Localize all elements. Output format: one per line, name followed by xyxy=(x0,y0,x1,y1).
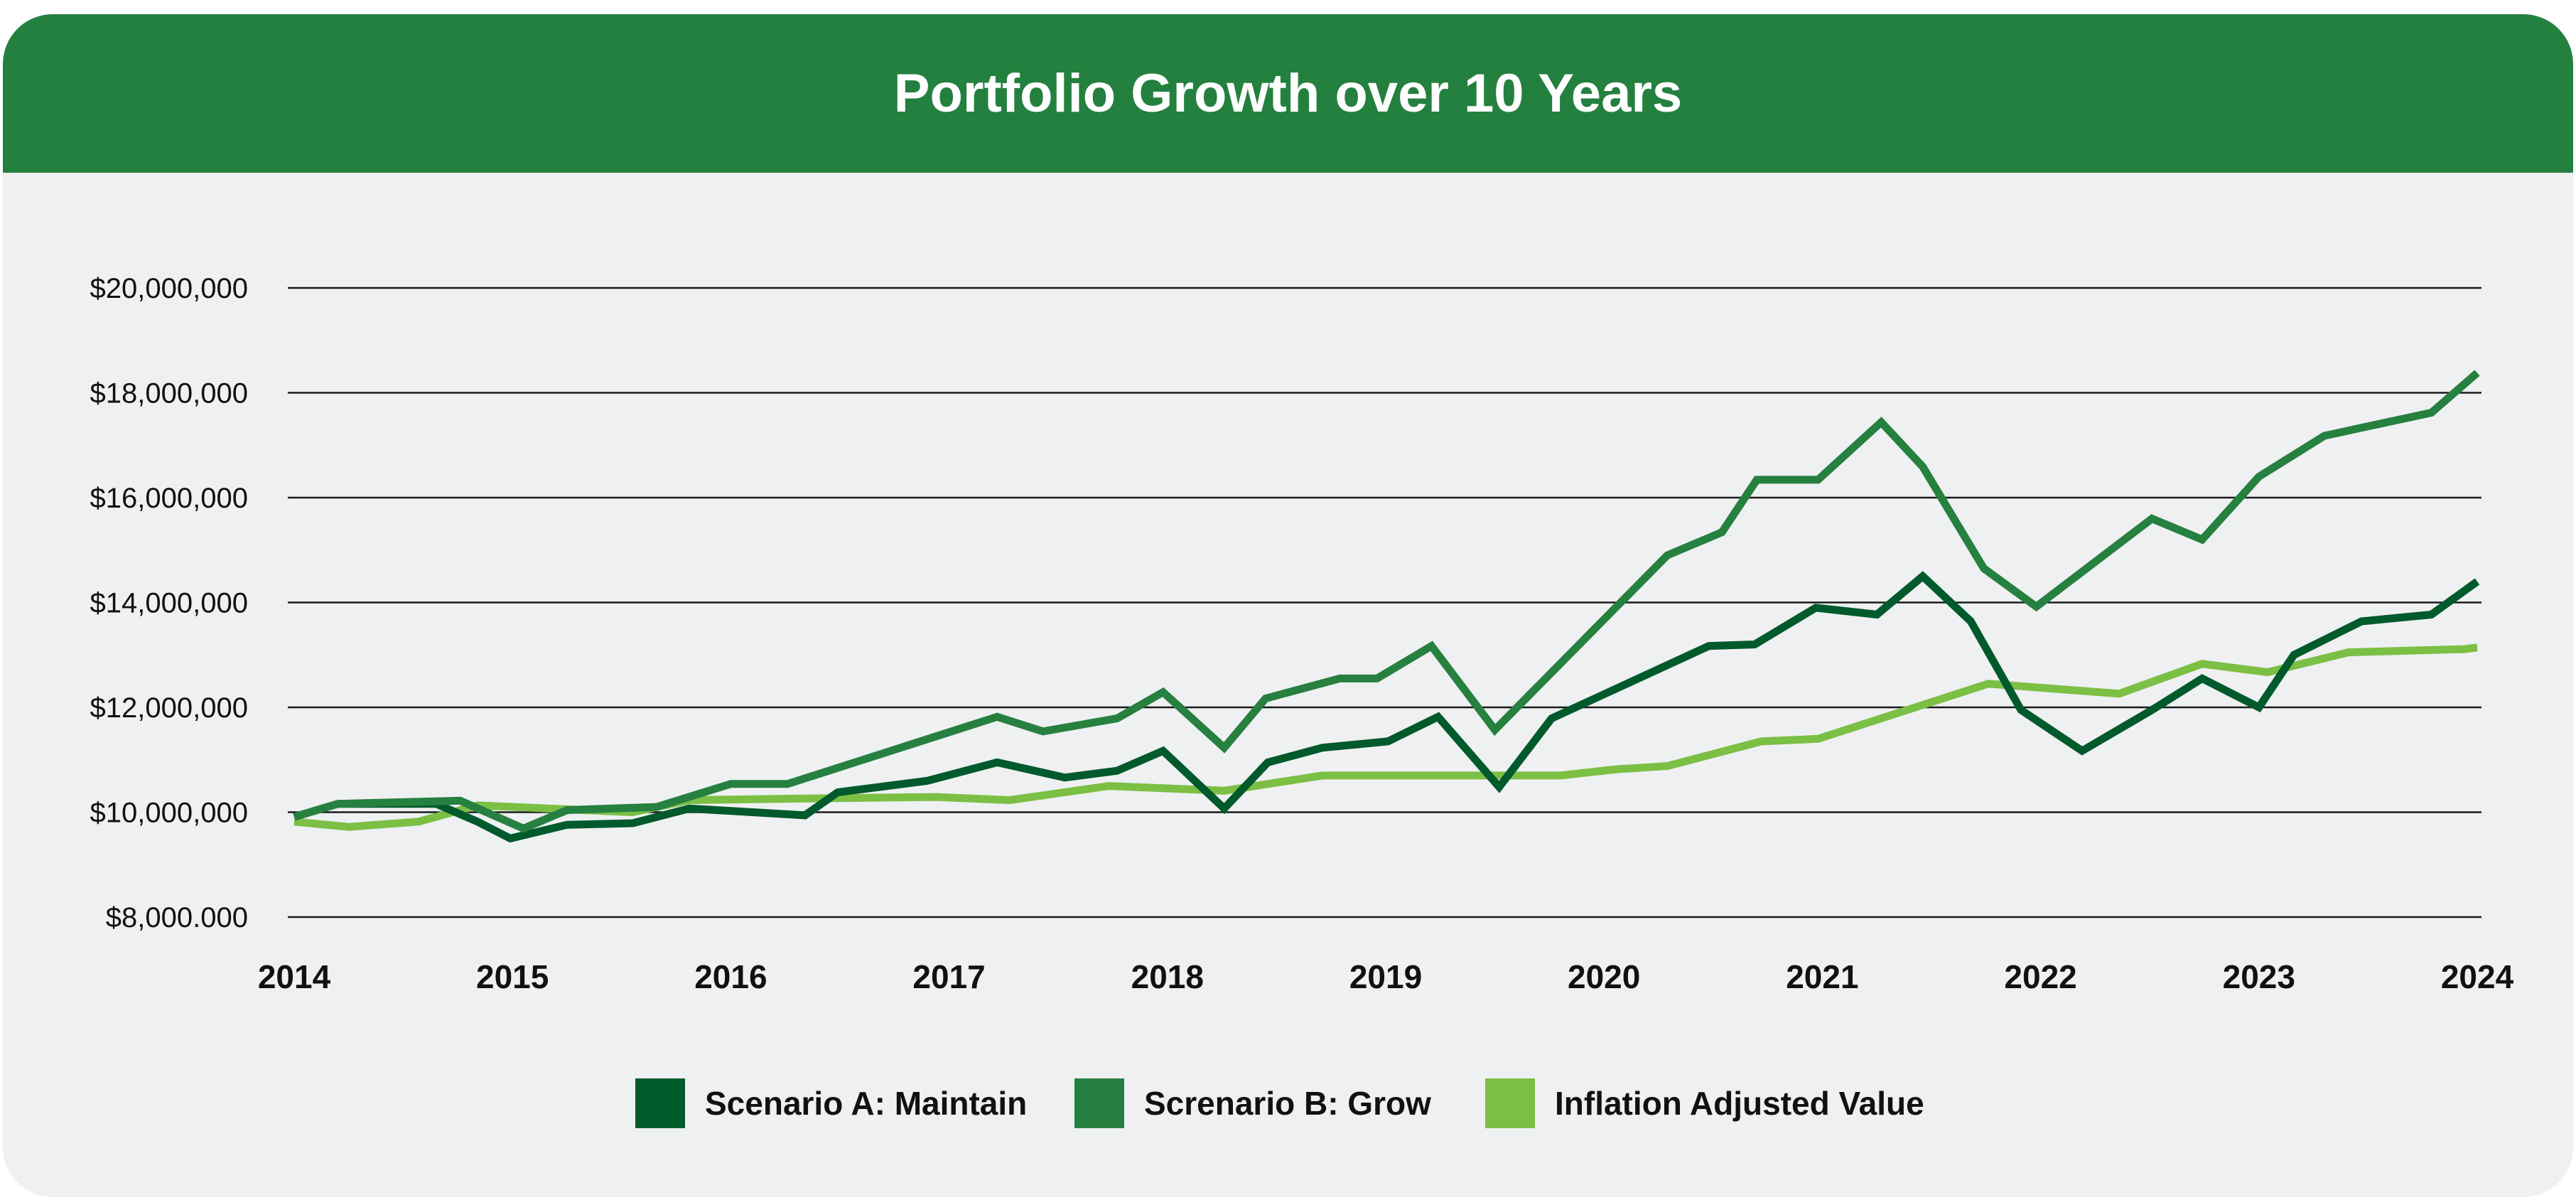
series-line-0 xyxy=(293,571,2480,843)
legend-label: Scenario A: Maintain xyxy=(705,1085,1028,1122)
legend-swatch xyxy=(1074,1078,1124,1128)
legend-item-inflation: Inflation Adjusted Value xyxy=(1485,1078,1924,1128)
x-tick-label: 2023 xyxy=(2223,958,2295,995)
x-tick-label: 2022 xyxy=(2004,958,2076,995)
series-line-2 xyxy=(293,643,2478,831)
chart-header: Portfolio Growth over 10 Years xyxy=(3,14,2573,173)
legend-item-scenario-a: Scenario A: Maintain xyxy=(635,1078,1027,1128)
x-tick-label: 2019 xyxy=(1349,958,1422,995)
legend: Scenario A: Maintain Screnario B: Grow I… xyxy=(3,1078,2573,1135)
x-tick-label: 2024 xyxy=(2441,958,2514,995)
y-tick-label: $20,000,000 xyxy=(90,273,248,304)
y-tick-label: $10,000,000 xyxy=(90,798,248,829)
x-tick-label: 2015 xyxy=(476,958,549,995)
chart-card: Portfolio Growth over 10 Years $20,000,0… xyxy=(3,14,2573,1197)
legend-item-scenario-b: Screnario B: Grow xyxy=(1074,1078,1431,1128)
y-tick-label: $12,000,000 xyxy=(90,692,248,724)
line-chart: $20,000,000 $18,000,000 $16,000,000 $14,000… xyxy=(90,273,2514,995)
x-tick-label: 2016 xyxy=(694,958,767,995)
legend-label: Inflation Adjusted Value xyxy=(1555,1085,1924,1122)
chart-title: Portfolio Growth over 10 Years xyxy=(893,63,1683,124)
legend-swatch xyxy=(1485,1078,1535,1128)
x-tick-label: 2021 xyxy=(1786,958,1858,995)
x-tick-label: 2018 xyxy=(1131,958,1204,995)
legend-label: Screnario B: Grow xyxy=(1144,1085,1431,1122)
y-tick-label: $14,000,000 xyxy=(90,588,248,619)
y-tick-label: $16,000,000 xyxy=(90,483,248,514)
legend-swatch xyxy=(635,1078,685,1128)
x-tick-label: 2017 xyxy=(912,958,985,995)
x-tick-label: 2014 xyxy=(258,958,331,995)
series-line-1 xyxy=(293,370,2480,833)
y-tick-label: $18,000,000 xyxy=(90,378,248,409)
y-tick-label: $8,000.000 xyxy=(106,902,248,933)
x-tick-label: 2020 xyxy=(1568,958,1640,995)
